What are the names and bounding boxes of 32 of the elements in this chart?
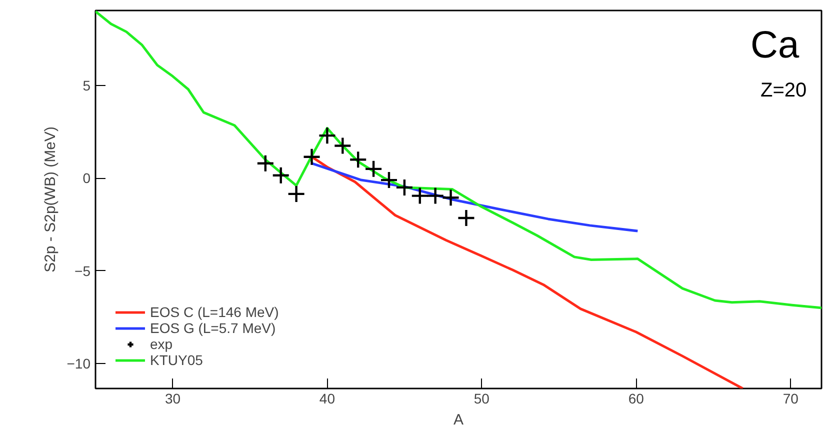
- legend-label: EOS G (L=5.7 MeV): [150, 320, 276, 336]
- x-tick-label: 60: [628, 390, 644, 406]
- x-tick-label: 50: [474, 390, 490, 406]
- x-tick-label: 40: [319, 390, 336, 406]
- point: [272, 166, 290, 185]
- point: [457, 208, 476, 228]
- x-tick-label: 30: [164, 390, 181, 406]
- legend-label: exp: [150, 336, 173, 352]
- point: [442, 188, 460, 207]
- point: [426, 186, 444, 205]
- legend-label: EOS C (L=146 MeV): [150, 304, 279, 320]
- point: [395, 178, 414, 197]
- y-tick-label: 5: [82, 78, 91, 94]
- point: [364, 160, 383, 178]
- point: [287, 184, 306, 204]
- y-axis-title: S2p - S2p(WB) (MeV): [42, 126, 59, 272]
- y-tick-label: 0: [82, 170, 91, 186]
- point: [380, 170, 398, 190]
- legend-label: KTUY05: [150, 352, 203, 368]
- x-tick-label: 70: [782, 390, 799, 406]
- annotation: Ca: [750, 24, 800, 66]
- y-tick-label: −10: [66, 355, 91, 372]
- point: [334, 136, 352, 155]
- point: [256, 154, 275, 172]
- x-axis-title: A: [454, 412, 464, 428]
- line-series: [312, 156, 744, 388]
- y-tick-label: −5: [74, 262, 91, 279]
- point: [318, 126, 336, 145]
- annotation: Z=20: [760, 80, 807, 102]
- point: [410, 186, 429, 205]
- point: [302, 148, 321, 166]
- point: [348, 150, 368, 169]
